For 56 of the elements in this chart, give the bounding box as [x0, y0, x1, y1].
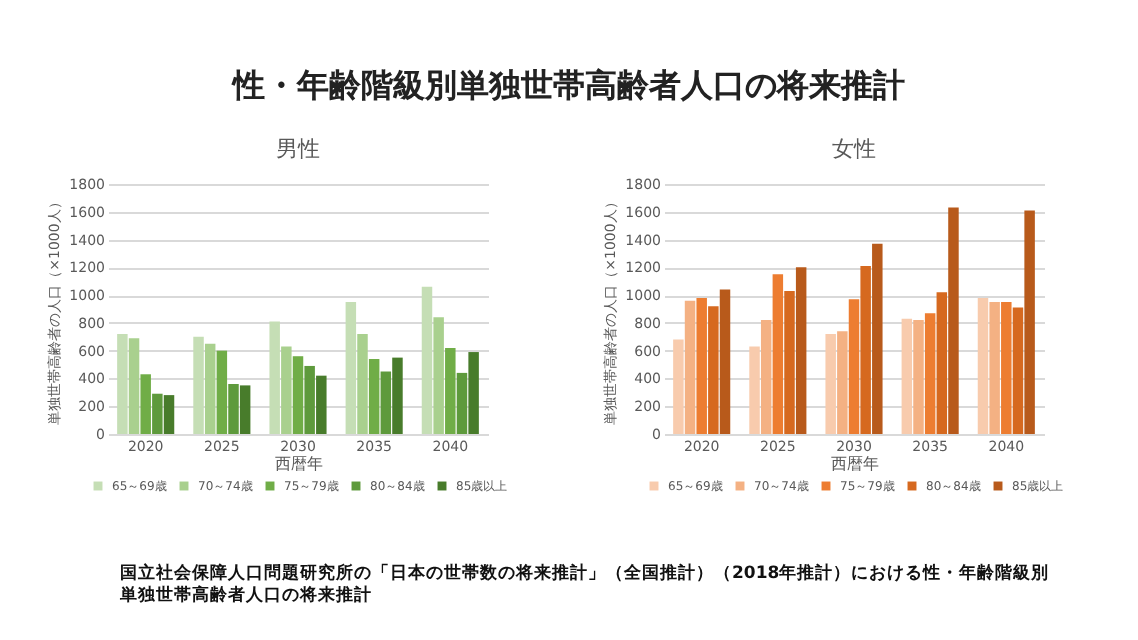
bar — [901, 318, 913, 434]
bar — [269, 321, 280, 434]
bar — [380, 371, 392, 434]
bar — [392, 357, 403, 434]
bar — [368, 359, 380, 434]
bar — [216, 350, 228, 434]
bar — [128, 338, 140, 434]
bar — [913, 320, 924, 434]
bar — [140, 374, 151, 434]
bar — [749, 346, 760, 434]
bar — [163, 395, 175, 434]
bar — [281, 346, 292, 434]
bar — [433, 317, 444, 434]
bar — [977, 297, 989, 434]
bar — [193, 336, 204, 434]
bar — [848, 299, 860, 434]
bar — [989, 302, 1000, 434]
bar — [345, 302, 357, 434]
bar — [152, 393, 163, 434]
bar — [292, 356, 304, 434]
bar — [316, 375, 327, 434]
chart-subtitle: 男性 — [276, 136, 320, 162]
x-axis-title: 西暦年 — [275, 455, 323, 473]
bar — [1001, 302, 1012, 434]
bar — [304, 365, 315, 434]
bar — [784, 290, 795, 434]
bar — [772, 274, 784, 434]
x-axis-title: 西暦年 — [831, 455, 879, 473]
bar — [1012, 307, 1024, 434]
bar — [421, 286, 433, 434]
bar — [708, 306, 719, 434]
bar — [239, 385, 251, 434]
bar — [837, 331, 848, 434]
bar — [1024, 210, 1035, 434]
bar — [357, 334, 368, 434]
bar — [936, 292, 948, 434]
text: 国立社会保障人口問題研究所の「日本の世帯数の将来推計」（全国推計）（2018年推計）における性・年齢階級別単独世帯高齢者人口の将来推計 — [120, 564, 1052, 608]
bar — [445, 347, 456, 434]
bar — [204, 343, 216, 434]
bar — [468, 352, 479, 434]
bar — [948, 207, 959, 434]
bar — [696, 297, 707, 434]
bar — [673, 339, 684, 434]
chart-title: 女性 — [832, 136, 876, 162]
bar — [760, 320, 772, 434]
bar — [860, 265, 871, 434]
bar — [795, 267, 807, 434]
bar — [924, 313, 936, 434]
bar — [872, 243, 883, 434]
bar — [684, 300, 696, 434]
bar — [825, 334, 836, 434]
bar — [456, 372, 468, 434]
bar — [719, 289, 731, 434]
bar — [117, 334, 128, 434]
bar — [228, 384, 239, 434]
text: 性・年齢階級別単独世帯高齢者人口の将来推計 — [229, 66, 907, 108]
